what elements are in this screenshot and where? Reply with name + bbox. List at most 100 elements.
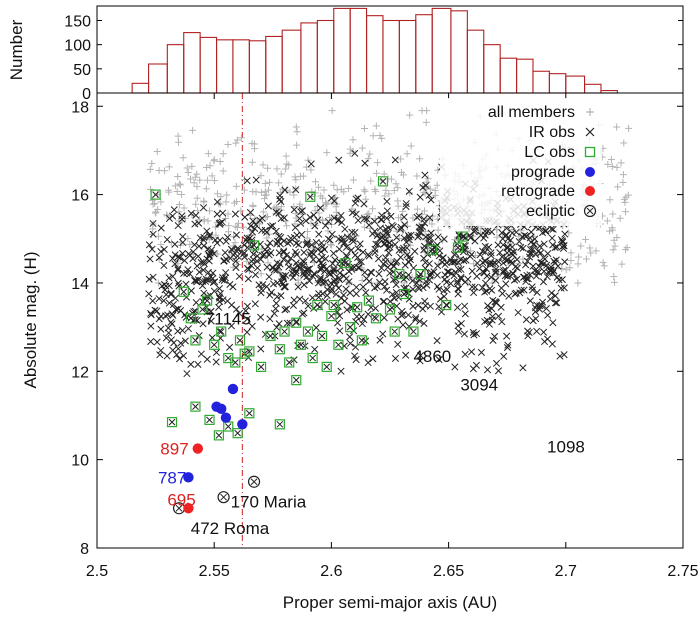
- ir-obs-point: [434, 262, 442, 270]
- ir-obs-point: [494, 241, 502, 249]
- ir-obs-point: [275, 249, 283, 257]
- all-members-point: [186, 240, 194, 248]
- annotation-label: 472 Roma: [191, 519, 270, 538]
- ir-obs-point: [179, 352, 188, 360]
- histogram-bar: [300, 22, 318, 94]
- ir-obs-point: [213, 210, 221, 218]
- ir-obs-point: [551, 244, 559, 252]
- prograde-point: [216, 403, 227, 415]
- ir-obs-point: [290, 206, 298, 214]
- all-members-point: [224, 228, 232, 236]
- all-members-point: [394, 197, 402, 205]
- lc-obs-point: [352, 302, 363, 313]
- legend-marker-filled-circle: [585, 167, 595, 177]
- lc-obs-point: [216, 326, 227, 337]
- ir-obs-point: [533, 288, 541, 296]
- legend-marker-x: [585, 127, 595, 137]
- ir-obs-point: [419, 183, 427, 192]
- ir-obs-point: [547, 267, 555, 275]
- ir-obs-point: [303, 238, 311, 247]
- ir-obs-point: [499, 268, 507, 276]
- ir-obs-point: [174, 327, 182, 335]
- all-members-point: [517, 227, 525, 235]
- ir-obs-point: [203, 355, 211, 363]
- ir-obs-point: [291, 224, 299, 232]
- all-members-point: [363, 210, 371, 218]
- lc-obs-point: [295, 339, 307, 350]
- all-members-point: [232, 182, 240, 190]
- ir-obs-point: [206, 291, 214, 300]
- all-members-point: [606, 227, 614, 235]
- ir-obs-point: [157, 325, 165, 333]
- ir-obs-point: [258, 226, 266, 235]
- all-members-point: [603, 217, 611, 225]
- all-members-point: [327, 241, 335, 249]
- ir-obs-point: [197, 350, 205, 358]
- histogram-bar: [215, 39, 234, 94]
- all-members-point: [204, 150, 212, 158]
- all-members-point: [600, 262, 608, 270]
- all-members-point: [155, 167, 163, 175]
- ir-obs-point: [229, 251, 238, 259]
- ir-obs-point: [544, 249, 552, 258]
- ir-obs-point: [215, 285, 223, 293]
- ir-obs-point: [471, 237, 479, 245]
- lc-obs-point: [185, 313, 196, 324]
- all-members-point: [369, 205, 377, 213]
- ir-obs-point: [326, 236, 334, 244]
- ir-obs-point: [492, 276, 500, 284]
- ir-obs-point: [533, 327, 541, 335]
- all-members-point: [206, 162, 214, 170]
- lc-obs-point: [363, 295, 375, 306]
- series-retrograde: [183, 443, 203, 514]
- ir-obs-point: [215, 303, 223, 311]
- ir-obs-point: [167, 290, 175, 298]
- ir-obs-point: [371, 227, 379, 235]
- ir-obs-point: [205, 251, 213, 259]
- all-members-point: [261, 188, 269, 196]
- ir-obs-point: [171, 260, 179, 268]
- ir-obs-point: [440, 235, 448, 243]
- ir-obs-point: [248, 228, 257, 236]
- lc-obs-point: [307, 352, 318, 364]
- all-members-point: [567, 257, 575, 265]
- ir-obs-point: [354, 216, 362, 224]
- ir-obs-point: [149, 230, 157, 238]
- all-members-point: [399, 171, 407, 179]
- x-axis-label: Proper semi-major axis (AU): [283, 593, 497, 612]
- ir-obs-point: [263, 228, 271, 236]
- ir-obs-point: [534, 247, 542, 255]
- ir-obs-point: [207, 317, 215, 325]
- x-tick-label: 2.75: [667, 563, 698, 580]
- ir-obs-point: [192, 211, 200, 219]
- all-members-point: [204, 217, 212, 225]
- lc-obs-point: [384, 304, 396, 315]
- ir-obs-point: [471, 283, 479, 291]
- all-members-point: [223, 191, 231, 199]
- histogram-bar: [431, 7, 452, 94]
- lc-obs-point: [326, 310, 337, 322]
- all-members-point: [240, 186, 248, 194]
- histogram-bar: [450, 10, 468, 94]
- all-members-point: [625, 124, 633, 132]
- ir-obs-point: [180, 256, 189, 265]
- ir-obs-point: [489, 336, 497, 344]
- ir-obs-point: [283, 319, 291, 327]
- ir-obs-point: [292, 317, 301, 326]
- ir-obs-point: [520, 286, 528, 294]
- ir-obs-point: [316, 204, 324, 212]
- histogram-bar: [265, 35, 283, 94]
- ir-obs-point: [174, 253, 182, 261]
- all-members-point: [184, 169, 192, 177]
- all-members-point: [361, 188, 369, 196]
- prograde-point: [237, 419, 248, 430]
- ir-obs-point: [314, 216, 322, 224]
- all-members-point: [610, 278, 618, 286]
- ir-obs-point: [270, 266, 278, 274]
- all-members-point: [257, 172, 265, 180]
- ir-obs-point: [470, 289, 478, 297]
- ir-obs-point: [373, 231, 381, 240]
- all-members-point: [151, 200, 159, 208]
- ir-obs-point: [330, 265, 338, 273]
- all-members-point: [416, 155, 424, 163]
